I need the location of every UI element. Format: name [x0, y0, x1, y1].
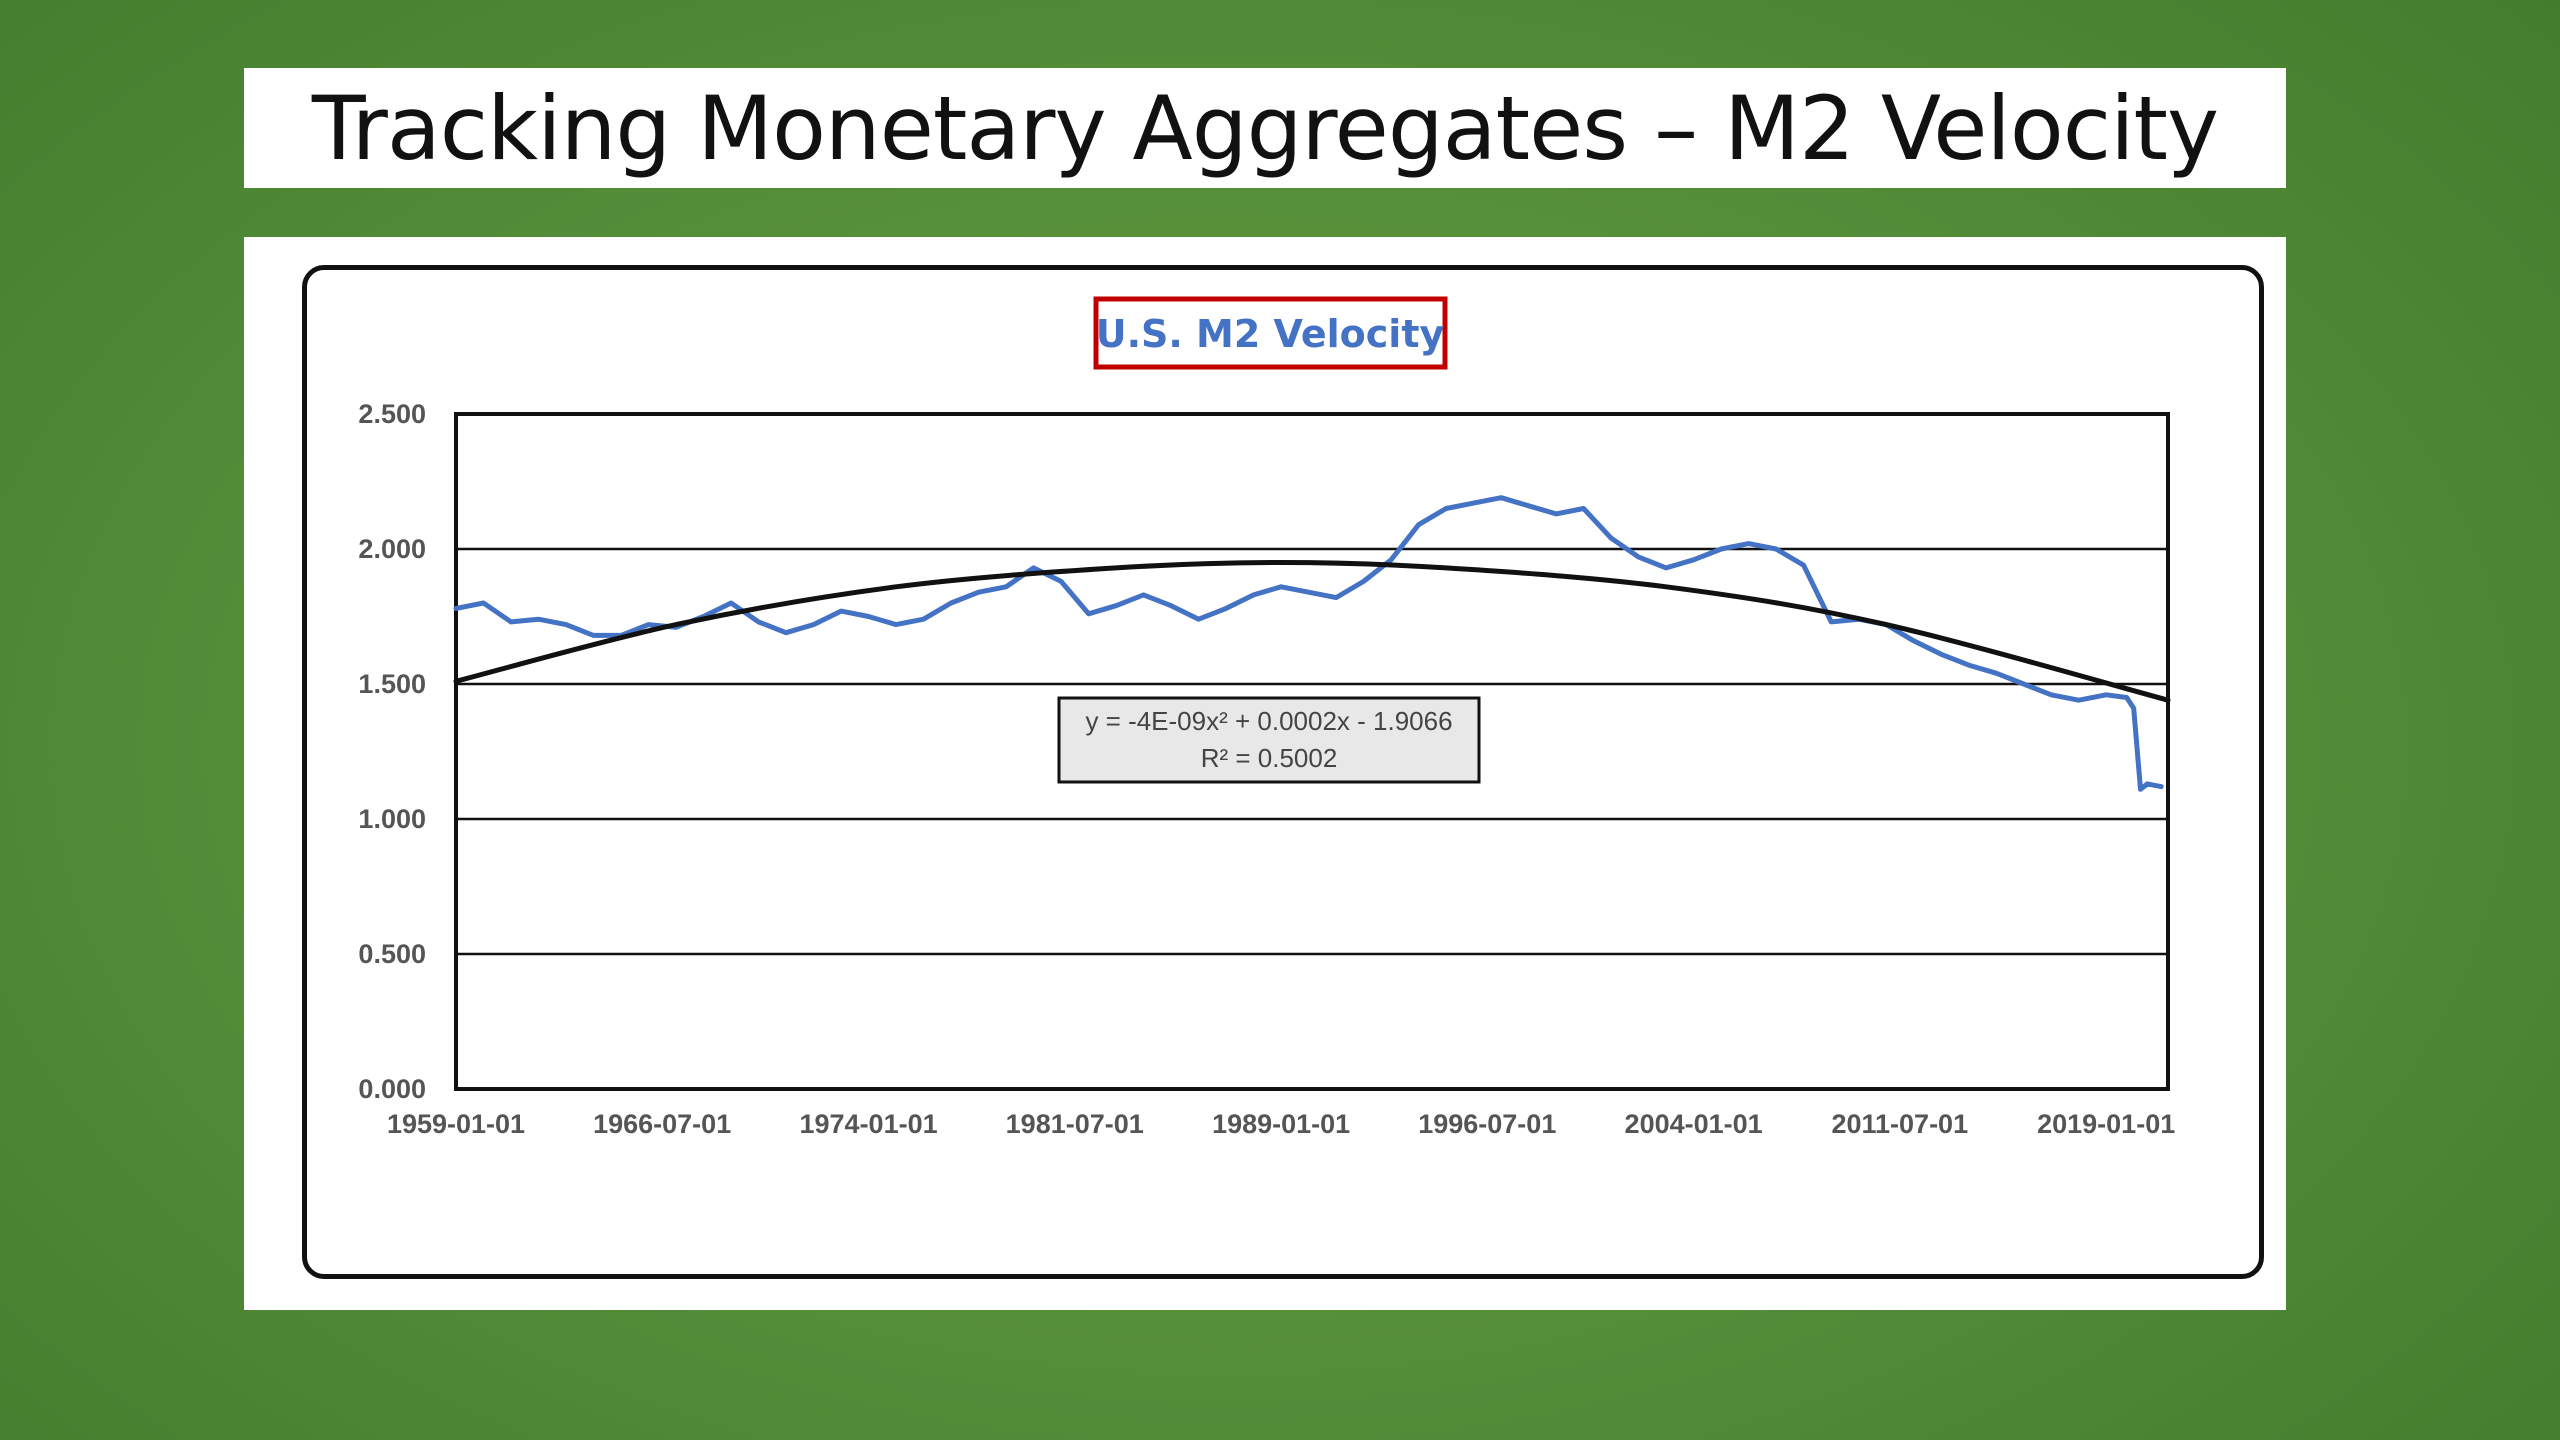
y-tick-label: 2.500 — [358, 399, 426, 429]
chart-frame — [302, 265, 2264, 1279]
x-axis-ticks: 1959-01-01 1966-07-01 1974-01-01 1981-07-01… — [387, 1109, 2175, 1139]
trendline-r-squared: R² = 0.5002 — [1201, 743, 1338, 773]
x-tick-label: 2011-07-01 — [1831, 1109, 1968, 1139]
x-tick-label: 2004-01-01 — [1625, 1109, 1763, 1139]
x-tick-label: 2019-01-01 — [2037, 1109, 2175, 1139]
chart-svg: 0.000 0.500 1.000 1.500 2.000 2.500 1959-01-0… — [358, 296, 2175, 1139]
chart-title: U.S. M2 Velocity — [1096, 312, 1445, 356]
trendline-polynomial — [453, 559, 2171, 703]
chart-title-box: U.S. M2 Velocity — [1093, 296, 1448, 370]
x-tick-label: 1981-07-01 — [1006, 1109, 1144, 1139]
equation-box — [1057, 696, 1481, 784]
plot-area-border — [454, 412, 2170, 1091]
y-tick-label: 0.500 — [358, 939, 426, 969]
y-tick-label: 0.000 — [358, 1074, 426, 1104]
series-line-m2-velocity — [453, 495, 2164, 792]
chart-title-border — [1093, 296, 1448, 370]
x-tick-label: 1989-01-01 — [1212, 1109, 1350, 1139]
x-tick-label: 1996-07-01 — [1418, 1109, 1556, 1139]
slide-title: Tracking Monetary Aggregates – M2 Veloci… — [244, 68, 2286, 188]
y-tick-label: 1.000 — [358, 804, 426, 834]
grid-layer — [456, 547, 2168, 956]
trendline-equation-box: y = -4E-09x² + 0.0002x - 1.9066 R² = 0.5… — [1057, 696, 1481, 784]
trendline-equation: y = -4E-09x² + 0.0002x - 1.9066 — [1085, 706, 1452, 736]
x-tick-label: 1974-01-01 — [800, 1109, 938, 1139]
x-tick-label: 1966-07-01 — [593, 1109, 731, 1139]
y-axis-ticks: 0.000 0.500 1.000 1.500 2.000 2.500 — [358, 399, 426, 1104]
chart-panel: 0.000 0.500 1.000 1.500 2.000 2.500 1959-01-0… — [244, 237, 2286, 1310]
x-tick-label: 1959-01-01 — [387, 1109, 525, 1139]
y-tick-label: 2.000 — [358, 534, 426, 564]
y-tick-label: 1.500 — [358, 669, 426, 699]
